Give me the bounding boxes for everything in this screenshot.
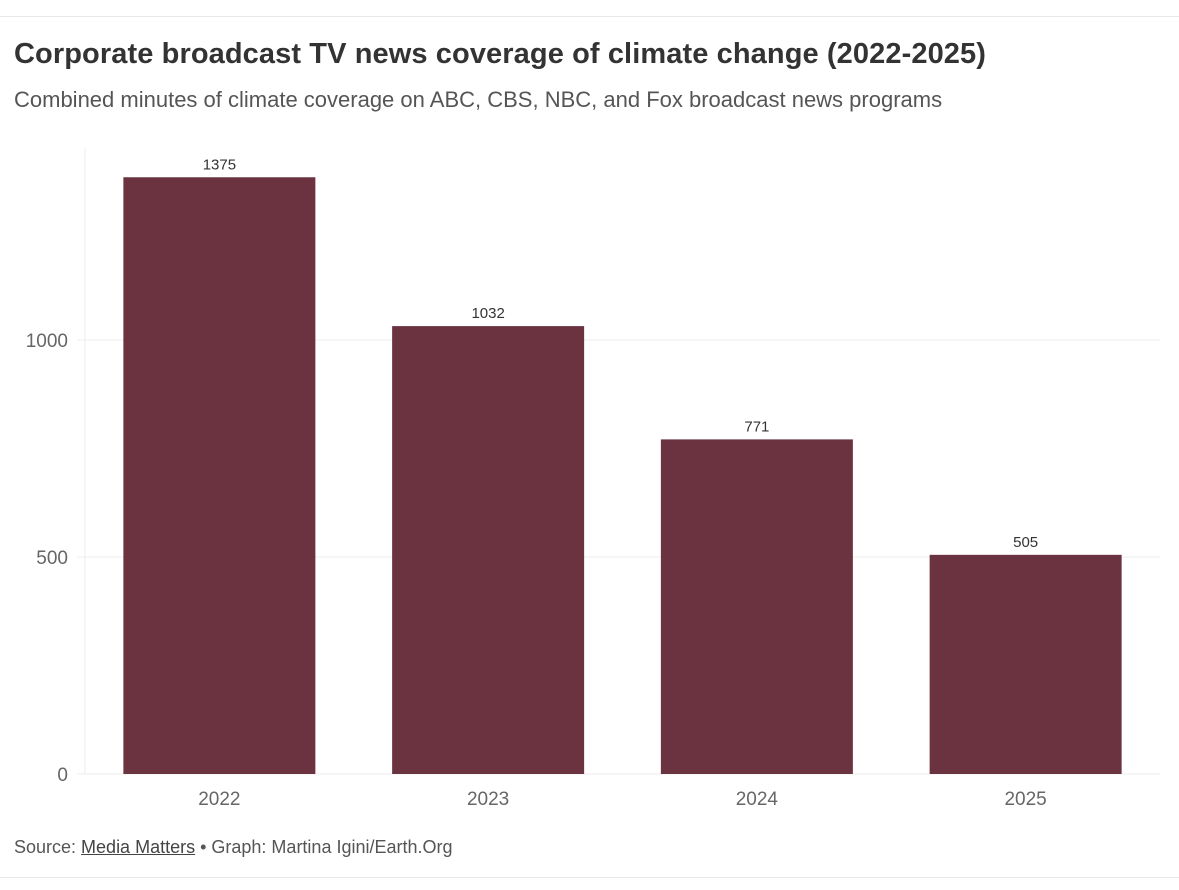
bar-2022: [123, 177, 316, 774]
top-divider: [0, 16, 1179, 17]
data-label-2022: 1375: [203, 156, 236, 173]
y-tick-label: 500: [36, 548, 68, 569]
bar-2025: [929, 554, 1122, 774]
x-tick-label-2023: 2023: [467, 789, 509, 810]
x-axis-ticks: 2022 2023 2024 2025: [198, 789, 1047, 810]
chart-subtitle: Combined minutes of climate coverage on …: [14, 87, 943, 112]
data-label-2025: 505: [1013, 534, 1038, 551]
bars: [123, 177, 1122, 774]
data-label-2024: 771: [744, 418, 769, 435]
x-tick-label-2024: 2024: [736, 789, 779, 810]
bottom-divider: [0, 877, 1179, 878]
graph-credit: Graph: Martina Igini/Earth.Org: [211, 837, 453, 857]
bar-chart: 0 500 1000 1375 1032 771 505 2022 2023 2024 2025: [26, 148, 1160, 810]
bar-2024: [660, 439, 853, 774]
data-labels: 1375 1032 771 505: [203, 156, 1038, 551]
chart-title: Corporate broadcast TV news coverage of …: [14, 38, 987, 70]
x-tick-label-2025: 2025: [1004, 789, 1046, 810]
x-tick-label-2022: 2022: [198, 789, 240, 810]
y-tick-label: 0: [57, 765, 68, 786]
data-label-2023: 1032: [471, 305, 504, 322]
y-tick-label: 1000: [26, 331, 68, 352]
source-prefix: Source:: [14, 837, 82, 857]
source-line: Source: Media Matters • Graph: Martina I…: [14, 837, 453, 858]
bar-2023: [392, 326, 585, 774]
source-link[interactable]: Media Matters: [81, 837, 196, 857]
source-separator: •: [195, 837, 212, 857]
y-axis-ticks: 0 500 1000: [26, 331, 68, 786]
